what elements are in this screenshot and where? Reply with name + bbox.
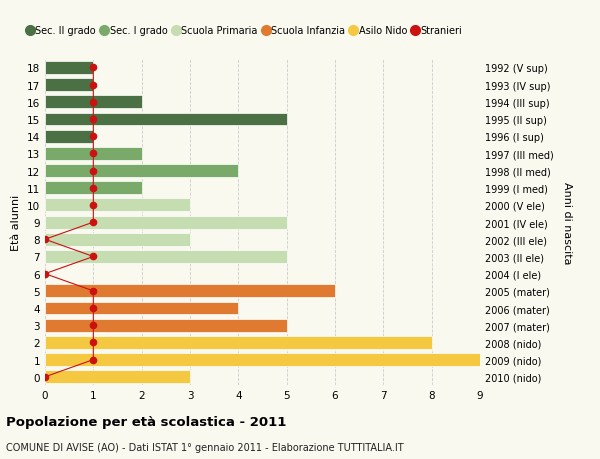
Bar (45, 165, 238, 178)
Bar (45, 336, 431, 349)
Bar (45, 370, 190, 383)
Bar (45, 96, 142, 109)
Y-axis label: Età alunni: Età alunni (11, 195, 22, 251)
Bar (45, 199, 190, 212)
Text: Popolazione per età scolastica - 2011: Popolazione per età scolastica - 2011 (6, 415, 286, 428)
Bar (45, 251, 287, 263)
Bar (45, 302, 238, 315)
Bar (45, 113, 287, 126)
Bar (45, 353, 480, 366)
Bar (45, 319, 287, 332)
Text: COMUNE DI AVISE (AO) - Dati ISTAT 1° gennaio 2011 - Elaborazione TUTTITALIA.IT: COMUNE DI AVISE (AO) - Dati ISTAT 1° gen… (6, 442, 404, 452)
Bar (45, 216, 287, 229)
Legend: Sec. II grado, Sec. I grado, Scuola Primaria, Scuola Infanzia, Asilo Nido, Stran: Sec. II grado, Sec. I grado, Scuola Prim… (24, 22, 466, 40)
Bar (45, 130, 94, 143)
Y-axis label: Anni di nascita: Anni di nascita (562, 181, 572, 264)
Bar (45, 62, 94, 75)
Bar (45, 233, 190, 246)
Bar (45, 148, 142, 161)
Bar (45, 79, 94, 92)
Bar (45, 182, 142, 195)
Bar (45, 285, 335, 297)
